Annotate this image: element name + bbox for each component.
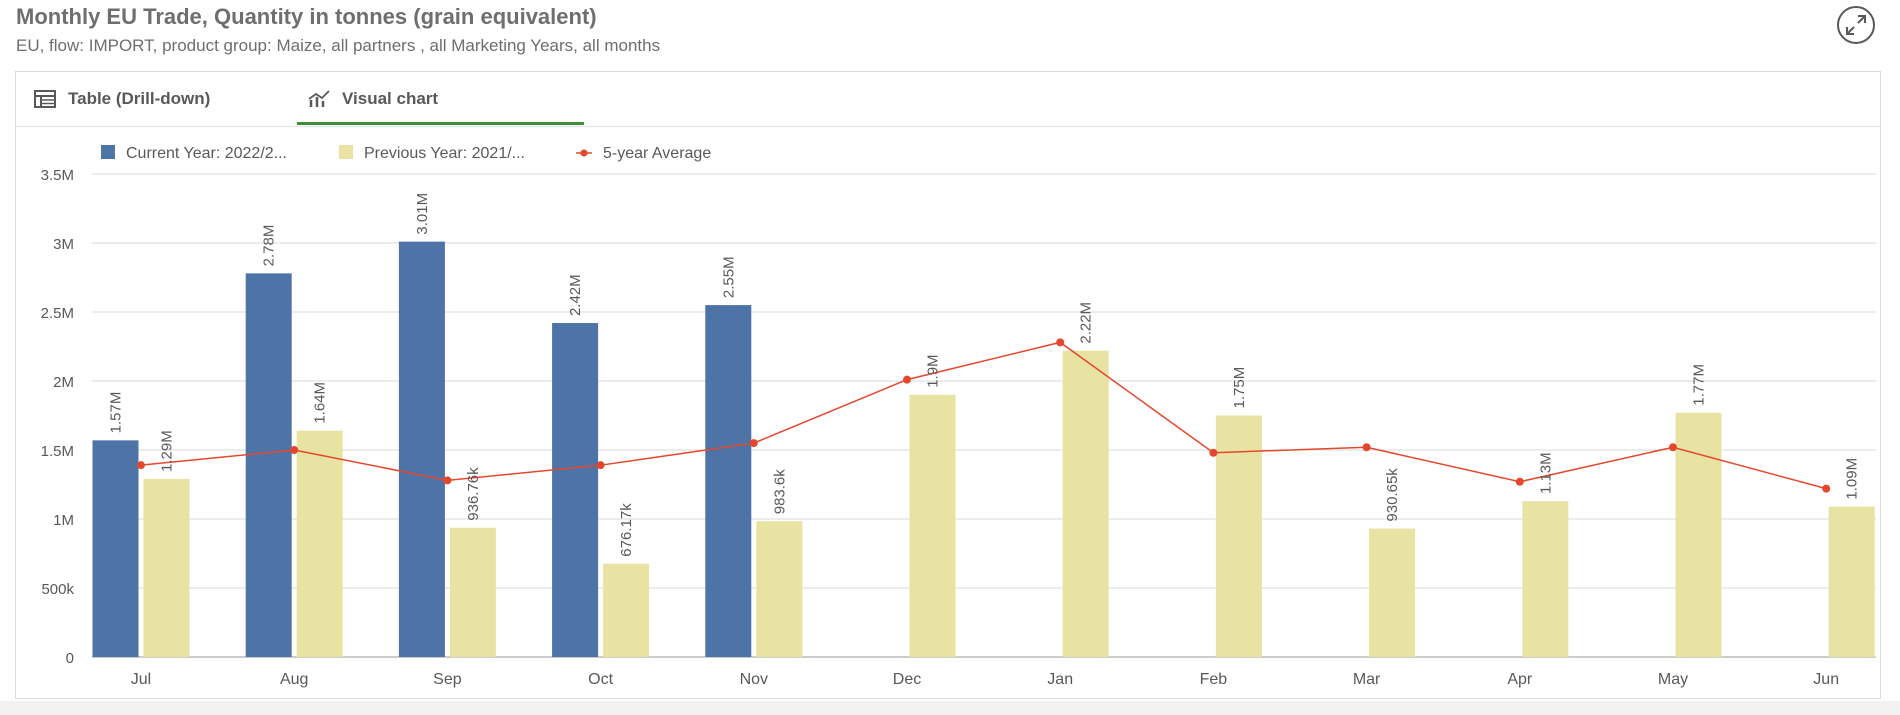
tab-visual-chart[interactable]: Visual chart [308,72,438,126]
bottom-divider [0,701,1900,715]
tab-table-drilldown-label: Table (Drill-down) [68,89,211,108]
expand-icon [1846,15,1866,35]
tab-bar: Table (Drill-down) Visual chart [16,72,1880,127]
active-tab-indicator [297,122,584,125]
chart-panel: Table (Drill-down) Visual chart [15,71,1881,699]
table-icon [34,90,56,108]
tab-table-drilldown[interactable]: Table (Drill-down) [34,72,210,126]
line-chart-icon [308,90,330,108]
expand-button[interactable] [1837,6,1875,44]
page-title: Monthly EU Trade, Quantity in tonnes (gr… [16,4,597,29]
tab-visual-chart-label: Visual chart [342,89,439,108]
page-subtitle: EU, flow: IMPORT, product group: Maize, … [16,36,661,55]
